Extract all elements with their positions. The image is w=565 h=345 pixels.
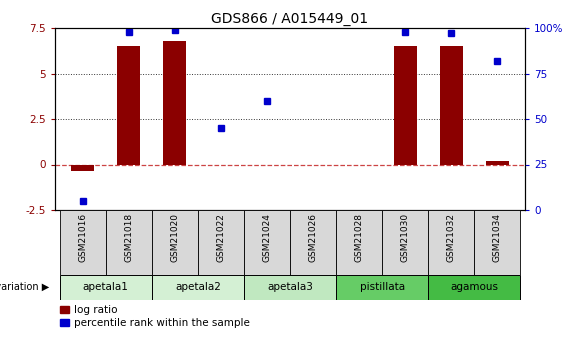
Text: GSM21028: GSM21028 xyxy=(355,213,364,262)
Bar xyxy=(336,275,428,300)
Bar xyxy=(336,210,382,275)
Text: apetala3: apetala3 xyxy=(267,283,313,293)
Text: GSM21032: GSM21032 xyxy=(447,213,456,262)
Bar xyxy=(152,210,198,275)
Bar xyxy=(382,210,428,275)
Bar xyxy=(152,275,244,300)
Text: apetala1: apetala1 xyxy=(82,283,129,293)
Bar xyxy=(290,210,336,275)
Bar xyxy=(163,41,186,165)
Text: pistillata: pistillata xyxy=(359,283,405,293)
Bar xyxy=(394,46,417,165)
Text: GSM21030: GSM21030 xyxy=(401,213,410,263)
Text: GSM21022: GSM21022 xyxy=(216,213,225,262)
Text: GSM21016: GSM21016 xyxy=(78,213,87,263)
Bar xyxy=(60,275,152,300)
Text: GSM21020: GSM21020 xyxy=(170,213,179,262)
Bar xyxy=(486,161,509,165)
Bar xyxy=(428,210,474,275)
Bar xyxy=(244,275,336,300)
Bar xyxy=(71,165,94,171)
Bar xyxy=(244,210,290,275)
Text: genotype/variation ▶: genotype/variation ▶ xyxy=(0,283,49,293)
Bar xyxy=(198,210,244,275)
Text: GSM21026: GSM21026 xyxy=(308,213,318,262)
Bar xyxy=(60,210,106,275)
Text: GSM21018: GSM21018 xyxy=(124,213,133,263)
Text: GSM21024: GSM21024 xyxy=(263,213,271,262)
Bar xyxy=(474,210,520,275)
Bar xyxy=(440,46,463,165)
Text: GSM21034: GSM21034 xyxy=(493,213,502,262)
Bar xyxy=(117,46,140,165)
Bar xyxy=(106,210,152,275)
Title: GDS866 / A015449_01: GDS866 / A015449_01 xyxy=(211,12,368,26)
Text: apetala2: apetala2 xyxy=(175,283,221,293)
Bar xyxy=(428,275,520,300)
Legend: log ratio, percentile rank within the sample: log ratio, percentile rank within the sa… xyxy=(60,305,250,328)
Text: agamous: agamous xyxy=(450,283,498,293)
